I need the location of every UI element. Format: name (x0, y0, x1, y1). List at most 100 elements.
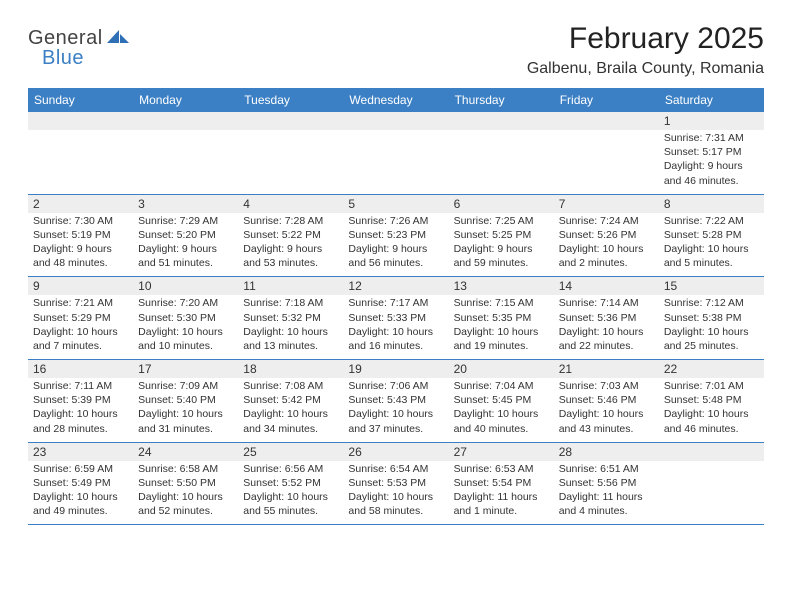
calendar-grid: SundayMondayTuesdayWednesdayThursdayFrid… (28, 88, 764, 525)
detail-line: Sunset: 5:17 PM (664, 145, 759, 159)
day-details (28, 130, 133, 194)
day-number: 28 (554, 443, 659, 461)
detail-line: Sunset: 5:33 PM (348, 311, 443, 325)
detail-line: Sunset: 5:42 PM (243, 393, 338, 407)
detail-line: Sunset: 5:28 PM (664, 228, 759, 242)
daynum-row: 2345678 (28, 195, 764, 213)
day-number: 25 (238, 443, 343, 461)
day-details: Sunrise: 7:18 AMSunset: 5:32 PMDaylight:… (238, 295, 343, 359)
location: Galbenu, Braila County, Romania (527, 60, 764, 78)
detail-line: Daylight: 10 hours and 22 minutes. (559, 325, 654, 353)
day-number (28, 112, 133, 130)
day-details: Sunrise: 7:06 AMSunset: 5:43 PMDaylight:… (343, 378, 448, 442)
day-number: 5 (343, 195, 448, 213)
detail-line: Sunset: 5:50 PM (138, 476, 233, 490)
day-number (343, 112, 448, 130)
detail-line: Sunrise: 7:04 AM (454, 379, 549, 393)
detail-line: Sunrise: 7:17 AM (348, 296, 443, 310)
weekday-header: Sunday (28, 88, 133, 112)
detail-line: Daylight: 11 hours and 1 minute. (454, 490, 549, 518)
detail-line: Daylight: 9 hours and 59 minutes. (454, 242, 549, 270)
day-details: Sunrise: 7:04 AMSunset: 5:45 PMDaylight:… (449, 378, 554, 442)
detail-line: Daylight: 10 hours and 28 minutes. (33, 407, 128, 435)
detail-line: Sunset: 5:54 PM (454, 476, 549, 490)
month-title: February 2025 (527, 22, 764, 56)
detail-line: Daylight: 11 hours and 4 minutes. (559, 490, 654, 518)
day-number (133, 112, 238, 130)
day-details: Sunrise: 7:09 AMSunset: 5:40 PMDaylight:… (133, 378, 238, 442)
day-details: Sunrise: 6:58 AMSunset: 5:50 PMDaylight:… (133, 461, 238, 525)
weekday-header: Saturday (659, 88, 764, 112)
day-details (343, 130, 448, 194)
day-details: Sunrise: 6:56 AMSunset: 5:52 PMDaylight:… (238, 461, 343, 525)
day-number (449, 112, 554, 130)
detail-line: Sunset: 5:30 PM (138, 311, 233, 325)
detail-line: Sunset: 5:26 PM (559, 228, 654, 242)
detail-line: Sunrise: 7:18 AM (243, 296, 338, 310)
day-number: 16 (28, 360, 133, 378)
day-number: 23 (28, 443, 133, 461)
day-details (449, 130, 554, 194)
day-details: Sunrise: 7:20 AMSunset: 5:30 PMDaylight:… (133, 295, 238, 359)
detail-line: Daylight: 9 hours and 53 minutes. (243, 242, 338, 270)
day-number: 17 (133, 360, 238, 378)
weekday-header: Thursday (449, 88, 554, 112)
detail-line: Daylight: 10 hours and 10 minutes. (138, 325, 233, 353)
day-number (659, 443, 764, 461)
day-details (238, 130, 343, 194)
detail-line: Daylight: 10 hours and 40 minutes. (454, 407, 549, 435)
day-number: 3 (133, 195, 238, 213)
day-details: Sunrise: 7:01 AMSunset: 5:48 PMDaylight:… (659, 378, 764, 442)
detail-line: Sunrise: 7:31 AM (664, 131, 759, 145)
day-number: 26 (343, 443, 448, 461)
detail-line: Sunrise: 6:59 AM (33, 462, 128, 476)
details-row: Sunrise: 7:31 AMSunset: 5:17 PMDaylight:… (28, 130, 764, 194)
detail-line: Sunrise: 7:01 AM (664, 379, 759, 393)
detail-line: Daylight: 10 hours and 34 minutes. (243, 407, 338, 435)
detail-line: Daylight: 10 hours and 31 minutes. (138, 407, 233, 435)
daynum-row: 1 (28, 112, 764, 130)
detail-line: Daylight: 9 hours and 46 minutes. (664, 159, 759, 187)
day-number: 13 (449, 277, 554, 295)
header: General Blue February 2025 Galbenu, Brai… (28, 22, 764, 78)
detail-line: Sunset: 5:39 PM (33, 393, 128, 407)
detail-line: Daylight: 10 hours and 16 minutes. (348, 325, 443, 353)
detail-line: Daylight: 10 hours and 25 minutes. (664, 325, 759, 353)
day-number: 19 (343, 360, 448, 378)
detail-line: Sunset: 5:46 PM (559, 393, 654, 407)
detail-line: Sunset: 5:49 PM (33, 476, 128, 490)
detail-line: Sunset: 5:20 PM (138, 228, 233, 242)
day-number (238, 112, 343, 130)
brand-word-general: General (28, 28, 103, 48)
day-details: Sunrise: 7:25 AMSunset: 5:25 PMDaylight:… (449, 213, 554, 277)
sail-icon (107, 28, 129, 48)
detail-line: Sunset: 5:32 PM (243, 311, 338, 325)
detail-line: Sunset: 5:19 PM (33, 228, 128, 242)
detail-line: Sunrise: 7:30 AM (33, 214, 128, 228)
day-number: 10 (133, 277, 238, 295)
detail-line: Sunrise: 7:21 AM (33, 296, 128, 310)
week-block: 2345678Sunrise: 7:30 AMSunset: 5:19 PM Da… (28, 195, 764, 278)
detail-line: Daylight: 9 hours and 51 minutes. (138, 242, 233, 270)
day-number: 1 (659, 112, 764, 130)
detail-line: Sunrise: 7:15 AM (454, 296, 549, 310)
day-details (554, 130, 659, 194)
detail-line: Daylight: 10 hours and 52 minutes. (138, 490, 233, 518)
detail-line: Daylight: 10 hours and 46 minutes. (664, 407, 759, 435)
day-number: 11 (238, 277, 343, 295)
detail-line: Daylight: 10 hours and 37 minutes. (348, 407, 443, 435)
detail-line: Sunrise: 6:56 AM (243, 462, 338, 476)
brand-word-blue: Blue (42, 48, 129, 68)
detail-line: Daylight: 10 hours and 13 minutes. (243, 325, 338, 353)
day-number: 18 (238, 360, 343, 378)
calendar-page: General Blue February 2025 Galbenu, Brai… (0, 0, 792, 545)
detail-line: Daylight: 10 hours and 49 minutes. (33, 490, 128, 518)
weekday-header: Friday (554, 88, 659, 112)
detail-line: Sunrise: 7:12 AM (664, 296, 759, 310)
day-details: Sunrise: 7:29 AMSunset: 5:20 PMDaylight:… (133, 213, 238, 277)
details-row: Sunrise: 7:11 AMSunset: 5:39 PMDaylight:… (28, 378, 764, 442)
day-details: Sunrise: 7:26 AMSunset: 5:23 PMDaylight:… (343, 213, 448, 277)
day-details: Sunrise: 7:15 AMSunset: 5:35 PMDaylight:… (449, 295, 554, 359)
day-number: 12 (343, 277, 448, 295)
detail-line: Sunrise: 7:06 AM (348, 379, 443, 393)
